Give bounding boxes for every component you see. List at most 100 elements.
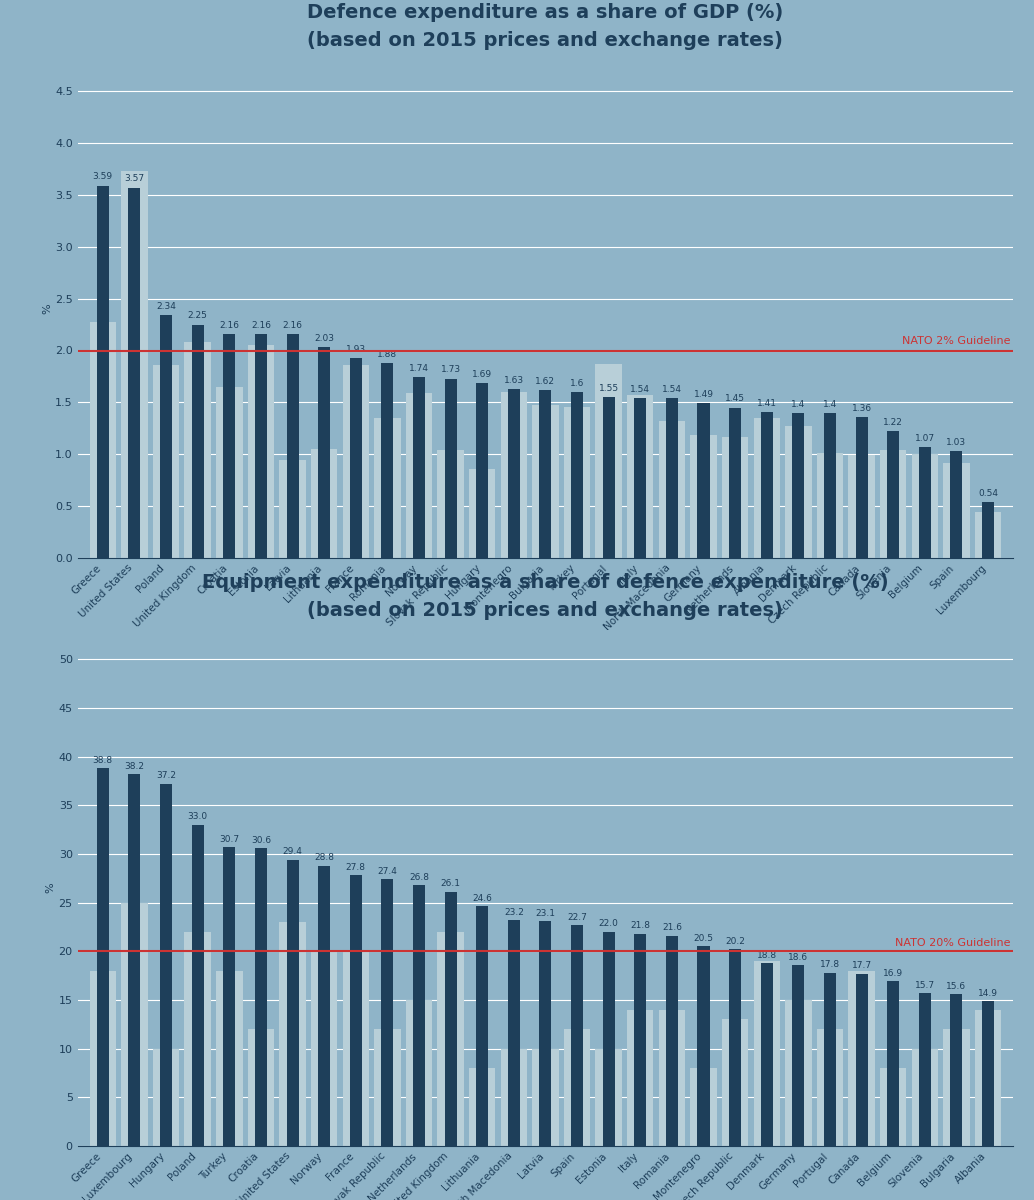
- Bar: [761, 962, 772, 1146]
- Bar: [848, 971, 875, 1146]
- Bar: [691, 1068, 717, 1146]
- Bar: [477, 383, 488, 558]
- Bar: [666, 936, 678, 1146]
- Bar: [950, 451, 963, 558]
- Text: 30.6: 30.6: [251, 835, 271, 845]
- Text: 1.49: 1.49: [694, 390, 713, 400]
- Text: 28.8: 28.8: [314, 853, 334, 862]
- Bar: [564, 1030, 590, 1146]
- Bar: [153, 1049, 179, 1146]
- Bar: [533, 406, 558, 558]
- Bar: [761, 412, 772, 558]
- Bar: [500, 392, 527, 558]
- Bar: [121, 902, 148, 1146]
- Bar: [311, 952, 337, 1146]
- Text: 22.0: 22.0: [599, 919, 618, 929]
- Bar: [571, 392, 583, 558]
- Bar: [128, 187, 141, 558]
- Text: NATO 20% Guideline: NATO 20% Guideline: [894, 938, 1010, 948]
- Text: 1.69: 1.69: [473, 370, 492, 378]
- Bar: [880, 450, 907, 558]
- Bar: [571, 925, 583, 1146]
- Bar: [90, 323, 116, 558]
- Bar: [223, 334, 236, 558]
- Bar: [191, 824, 204, 1146]
- Text: 2.16: 2.16: [282, 320, 303, 330]
- Bar: [216, 971, 243, 1146]
- Bar: [349, 875, 362, 1146]
- Bar: [255, 334, 267, 558]
- Text: 0.54: 0.54: [978, 488, 998, 498]
- Bar: [342, 365, 369, 558]
- Text: 2.16: 2.16: [219, 320, 239, 330]
- Bar: [817, 454, 843, 558]
- Text: 30.7: 30.7: [219, 835, 239, 844]
- Y-axis label: %: %: [42, 304, 52, 314]
- Text: 26.8: 26.8: [409, 872, 429, 882]
- Bar: [533, 1049, 558, 1146]
- Y-axis label: %: %: [45, 883, 56, 893]
- Bar: [469, 469, 495, 558]
- Bar: [216, 386, 243, 558]
- Text: 1.4: 1.4: [791, 400, 805, 408]
- Bar: [413, 886, 425, 1146]
- Bar: [754, 418, 780, 558]
- Bar: [564, 407, 590, 558]
- Bar: [349, 358, 362, 558]
- Bar: [382, 880, 393, 1146]
- Bar: [477, 906, 488, 1146]
- Text: 2.16: 2.16: [251, 320, 271, 330]
- Text: 29.4: 29.4: [282, 847, 303, 857]
- Bar: [975, 1009, 1001, 1146]
- Bar: [279, 461, 306, 558]
- Text: 33.0: 33.0: [187, 812, 208, 821]
- Bar: [848, 455, 875, 558]
- Bar: [887, 432, 900, 558]
- Bar: [855, 416, 868, 558]
- Bar: [603, 932, 614, 1146]
- Bar: [659, 1009, 686, 1146]
- Bar: [311, 449, 337, 558]
- Bar: [596, 364, 621, 558]
- Bar: [540, 390, 551, 558]
- Bar: [184, 342, 211, 558]
- Bar: [97, 768, 109, 1146]
- Bar: [413, 378, 425, 558]
- Bar: [286, 334, 299, 558]
- Bar: [97, 186, 109, 558]
- Bar: [90, 971, 116, 1146]
- Bar: [912, 455, 938, 558]
- Bar: [603, 397, 614, 558]
- Bar: [191, 324, 204, 558]
- Bar: [500, 1049, 527, 1146]
- Bar: [698, 403, 709, 558]
- Bar: [722, 1020, 749, 1146]
- Bar: [729, 949, 741, 1146]
- Bar: [722, 437, 749, 558]
- Bar: [223, 847, 236, 1146]
- Bar: [374, 418, 400, 558]
- Text: 1.6: 1.6: [570, 379, 584, 388]
- Bar: [508, 920, 520, 1146]
- Bar: [437, 932, 464, 1146]
- Text: 37.2: 37.2: [156, 772, 176, 780]
- Bar: [698, 947, 709, 1146]
- Title: Defence expenditure as a share of GDP (%)
(based on 2015 prices and exchange rat: Defence expenditure as a share of GDP (%…: [307, 4, 784, 50]
- Text: 27.8: 27.8: [345, 863, 366, 872]
- Bar: [342, 952, 369, 1146]
- Bar: [982, 502, 994, 558]
- Text: 3.57: 3.57: [124, 174, 145, 184]
- Bar: [405, 394, 432, 558]
- Text: 1.03: 1.03: [946, 438, 967, 446]
- Text: 21.8: 21.8: [631, 922, 650, 930]
- Bar: [887, 982, 900, 1146]
- Text: 1.63: 1.63: [504, 376, 524, 385]
- Bar: [318, 865, 330, 1146]
- Text: 1.22: 1.22: [883, 419, 903, 427]
- Text: 16.9: 16.9: [883, 970, 904, 978]
- Bar: [255, 848, 267, 1146]
- Bar: [634, 934, 646, 1146]
- Text: 1.88: 1.88: [377, 349, 397, 359]
- Legend:   2014,   2021e: 2014, 2021e: [347, 737, 519, 761]
- Text: 1.54: 1.54: [662, 385, 681, 394]
